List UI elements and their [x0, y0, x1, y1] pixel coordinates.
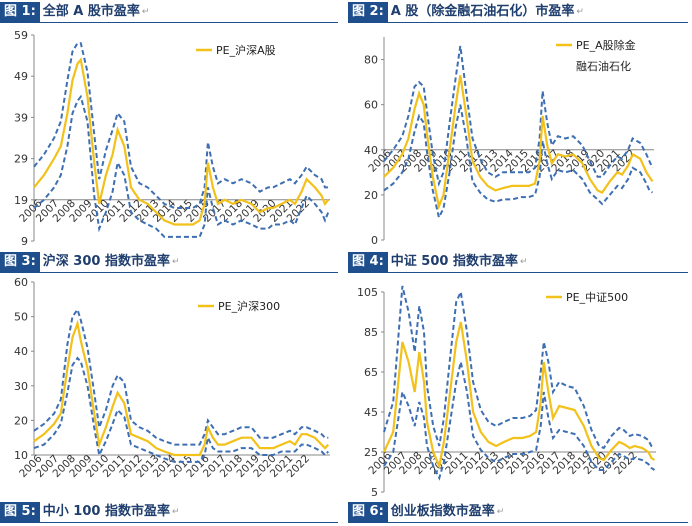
chart-1: 5949392919920062007200820092010201120122…: [14, 29, 330, 248]
return-mark-icon: ↵: [576, 7, 584, 17]
chart-3: 6050403020102006200720082009201020112012…: [14, 276, 330, 480]
figure-number: 图 6:: [348, 502, 388, 522]
figure-title: A 股（除金融石油石化）市盈率: [390, 4, 575, 19]
figure-title: 创业板指数市盈率: [390, 504, 495, 519]
y-tick-label: 20: [364, 189, 378, 202]
title-underline: [348, 272, 688, 273]
title-underline: [348, 22, 688, 23]
figure-number: 图 3:: [0, 252, 40, 272]
y-tick-label: 60: [14, 276, 28, 289]
pe-line: [33, 319, 330, 457]
band-line: [33, 307, 329, 446]
y-tick-label: 25: [364, 446, 378, 459]
panel-title-2: 图 2: A 股（除金融石油石化）市盈率 ↵: [348, 2, 584, 22]
legend-label: PE_中证500: [566, 291, 628, 304]
y-tick-label: 5: [371, 486, 378, 499]
band-line: [383, 361, 656, 481]
figure-number: 图 4:: [348, 252, 388, 272]
legend-label: PE_沪深A股: [216, 43, 276, 57]
y-tick-label: 40: [14, 345, 28, 358]
y-tick-label: 85: [364, 326, 378, 339]
y-tick-label: 29: [14, 153, 28, 166]
y-tick-label: 80: [364, 54, 378, 67]
y-tick-label: 45: [364, 406, 378, 419]
figure-title: 中证 500 指数市盈率: [390, 254, 518, 269]
band-line: [33, 94, 330, 238]
panel-title-6: 图 6: 创业板指数市盈率 ↵: [348, 502, 504, 522]
band-line: [383, 285, 656, 450]
return-mark-icon: ↵: [141, 7, 150, 17]
band-line: [383, 104, 654, 221]
panel-title-1: 图 1: 全部 A 股市盈率 ↵: [0, 2, 149, 22]
y-tick-label: 50: [14, 311, 28, 324]
figure-number: 图 5:: [0, 502, 40, 522]
return-mark-icon: ↵: [171, 507, 180, 517]
figure-title: 全部 A 股市盈率: [42, 4, 140, 19]
figure-number: 图 2:: [348, 2, 388, 22]
y-tick-label: 40: [364, 144, 378, 157]
return-mark-icon: ↵: [171, 257, 180, 267]
y-tick-label: 105: [357, 286, 378, 299]
title-underline: [0, 22, 338, 23]
pe-line: [383, 321, 656, 470]
y-tick-label: 30: [14, 380, 28, 393]
legend-label: PE_沪深300: [218, 299, 280, 313]
band-line: [33, 356, 330, 463]
y-tick-label: 19: [14, 194, 28, 207]
title-underline: [0, 522, 338, 523]
y-tick-label: 65: [364, 366, 378, 379]
panel-title-3: 图 3: 沪深 300 指数市盈率 ↵: [0, 252, 180, 272]
legend-label: 融石油石化: [576, 59, 631, 73]
title-underline: [0, 272, 338, 273]
figure-number: 图 1:: [0, 2, 40, 22]
return-mark-icon: ↵: [519, 257, 528, 267]
figure-title: 中小 100 指数市盈率: [42, 504, 170, 519]
y-tick-label: 0: [371, 234, 378, 247]
panel-title-5: 图 5: 中小 100 指数市盈率 ↵: [0, 502, 180, 522]
y-tick-label: 9: [21, 235, 28, 248]
y-tick-label: 20: [14, 414, 28, 427]
y-tick-label: 39: [14, 111, 28, 124]
chart-4: 1058565452552006200720082009201020112012…: [357, 285, 656, 499]
title-underline: [348, 522, 688, 523]
chart-2: 8060402002006200720082009201020112012201…: [364, 37, 654, 247]
legend-label: PE_A股除金: [576, 38, 636, 52]
y-tick-label: 49: [14, 70, 28, 83]
band-line: [33, 42, 329, 209]
panel-title-4: 图 4: 中证 500 指数市盈率 ↵: [348, 252, 528, 272]
y-tick-label: 59: [14, 29, 28, 42]
y-tick-label: 60: [364, 99, 378, 112]
return-mark-icon: ↵: [496, 507, 505, 517]
pe-line: [383, 75, 654, 210]
pe-line: [33, 57, 330, 226]
y-tick-label: 10: [14, 449, 28, 462]
figure-title: 沪深 300 指数市盈率: [42, 254, 170, 269]
